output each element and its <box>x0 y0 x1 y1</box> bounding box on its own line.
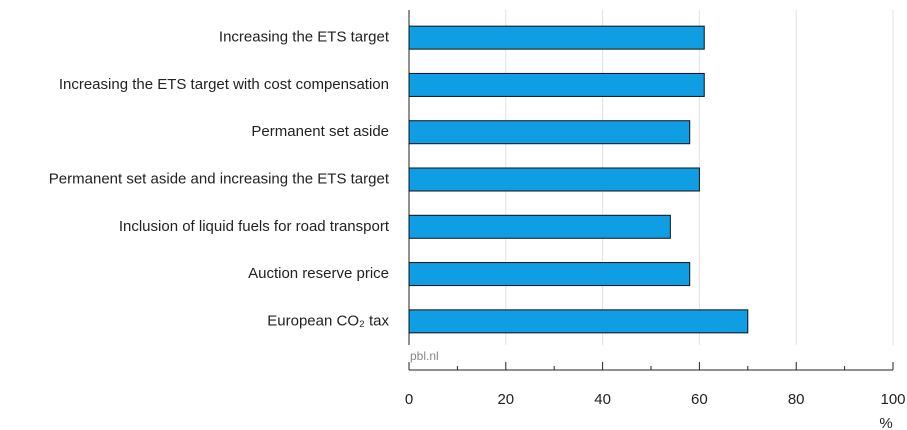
x-axis-label: % <box>879 415 892 430</box>
y-tick-label: Inclusion of liquid fuels for road trans… <box>119 218 390 235</box>
bar <box>408 262 691 287</box>
y-tick-label: European CO₂ tax <box>267 312 389 329</box>
bar <box>408 309 749 334</box>
bar <box>408 72 705 97</box>
y-tick-label: Increasing the ETS target <box>219 29 390 46</box>
y-tick-label: Permanent set aside and increasing the E… <box>49 170 390 187</box>
x-tick-label: 40 <box>594 391 611 408</box>
bar <box>408 214 671 239</box>
y-tick-label: Auction reserve price <box>248 265 389 282</box>
x-tick-label: 100 <box>880 391 905 408</box>
bar <box>408 167 700 192</box>
x-tick-label: 60 <box>691 391 708 408</box>
source: pbl.nl <box>410 349 439 363</box>
x-tick-label: 20 <box>497 391 514 408</box>
x-tick-label: 0 <box>405 391 413 408</box>
bar <box>408 25 705 50</box>
x-tick-label: 80 <box>788 391 805 408</box>
y-tick-label: Permanent set aside <box>251 123 389 140</box>
y-tick-label: Increasing the ETS target with cost comp… <box>59 76 389 93</box>
bar <box>408 120 691 145</box>
